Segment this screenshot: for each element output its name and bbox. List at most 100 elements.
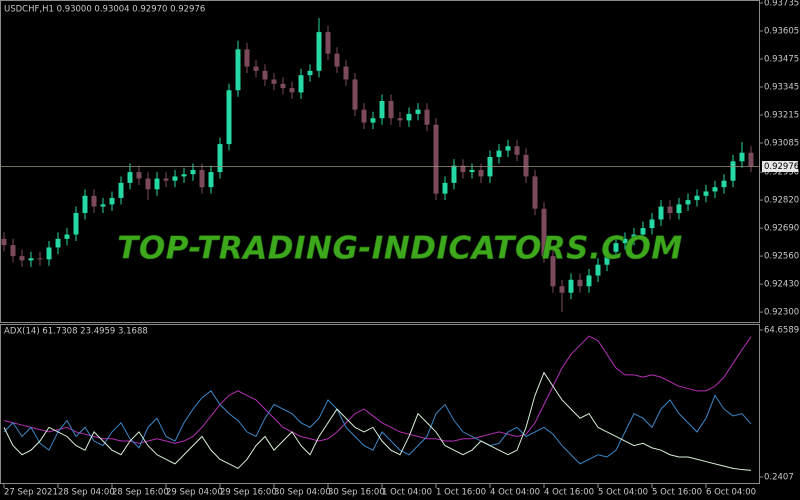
- candle-body: [253, 66, 259, 71]
- candle-body: [154, 178, 160, 190]
- x-tick-label: 6 Oct 04:00: [706, 488, 756, 498]
- x-tick-label: 28 Sep 04:00: [58, 488, 115, 498]
- indicator-header: ADX(14) 61.7308 23.4959 3.1688: [4, 327, 148, 337]
- candle-body: [109, 197, 115, 205]
- candle-body: [460, 165, 466, 173]
- candle-body: [361, 109, 367, 123]
- candle-body: [613, 243, 619, 252]
- candle-body: [100, 204, 106, 207]
- candle-body: [1, 238, 7, 246]
- candle-body: [226, 90, 232, 145]
- candle-body: [514, 146, 520, 155]
- candle-body: [37, 258, 43, 260]
- candle-body: [532, 176, 538, 209]
- candle-body: [325, 32, 331, 54]
- candle-body: [604, 251, 610, 265]
- candle-body: [559, 286, 565, 293]
- candle-body: [397, 118, 403, 121]
- y-tick-label: 0.93085: [764, 139, 799, 149]
- candle-body: [352, 79, 358, 110]
- indicator-line: [3, 390, 752, 465]
- x-tick-label: 29 Sep 04:00: [166, 488, 223, 498]
- candle-body: [667, 206, 673, 214]
- candle-body: [496, 150, 502, 158]
- candle-body: [442, 182, 448, 194]
- candle-body: [568, 279, 574, 293]
- x-tick-label: 30 Sep 04:00: [274, 488, 331, 498]
- candle-body: [739, 152, 745, 162]
- candle-body: [334, 53, 340, 67]
- candle-body: [118, 182, 124, 198]
- current-price-label: 0.92976: [764, 162, 799, 172]
- candle-body: [316, 32, 322, 71]
- x-tick-label: 1 Oct 04:00: [382, 488, 432, 498]
- symbol-header: USDCHF,H1 0.93000 0.93004 0.92970 0.9297…: [4, 5, 205, 15]
- candle-body: [595, 264, 601, 276]
- watermark: TOP-TRADING-INDICATORS.COM: [117, 231, 682, 267]
- candle-body: [46, 247, 52, 260]
- candle-body: [343, 66, 349, 80]
- y-tick-label: 0.93475: [764, 55, 799, 65]
- candle-body: [73, 213, 79, 235]
- x-tick-label: 29 Sep 16:00: [220, 488, 277, 498]
- candle-body: [469, 169, 475, 173]
- candle-body: [172, 176, 178, 181]
- candle-body: [433, 124, 439, 194]
- candle-body: [388, 101, 394, 119]
- candle-body: [415, 109, 421, 114]
- candle-body: [451, 165, 457, 183]
- indicator-line: [3, 371, 752, 471]
- candle-body: [523, 154, 529, 177]
- candle-body: [181, 174, 187, 177]
- candle-body: [658, 206, 664, 220]
- candle-body: [694, 195, 700, 201]
- candle-body: [379, 101, 385, 119]
- candle-body: [64, 234, 70, 239]
- y-tick-label: 0.92300: [764, 308, 799, 318]
- candle-body: [28, 258, 34, 261]
- x-tick-label: 1 Oct 16:00: [436, 488, 486, 498]
- x-tick-label: 4 Oct 16:00: [544, 488, 594, 498]
- y-tick-label: 64.6589: [764, 325, 799, 335]
- candle-body: [541, 208, 547, 257]
- y-tick-label: 0.92430: [764, 280, 799, 290]
- candle-body: [217, 144, 223, 173]
- candle-body: [550, 256, 556, 287]
- indicator-panel: [3, 335, 752, 471]
- candle-body: [199, 169, 205, 188]
- candle-body: [235, 49, 241, 91]
- y-tick-label: 0.92690: [764, 224, 799, 234]
- candle-body: [721, 180, 727, 188]
- y-tick-label: 0.93605: [764, 27, 799, 37]
- candle-body: [127, 172, 133, 183]
- main-panel-frame: [0, 0, 760, 323]
- candle-body: [145, 178, 151, 190]
- candle-body: [289, 88, 295, 93]
- candle-body: [685, 200, 691, 205]
- candle-body: [91, 195, 97, 207]
- candle-body: [640, 228, 646, 235]
- x-tick-label: 4 Oct 04:00: [490, 488, 540, 498]
- y-tick-label: 0.92820: [764, 196, 799, 206]
- candle-body: [163, 178, 169, 181]
- candle-body: [262, 70, 268, 80]
- candle-body: [577, 279, 583, 287]
- x-tick-label: 30 Sep 16:00: [328, 488, 385, 498]
- candle-body: [280, 83, 286, 89]
- candle-body: [406, 113, 412, 121]
- candle-body: [622, 238, 628, 244]
- candle-body: [703, 191, 709, 196]
- x-tick-label: 5 Oct 16:00: [652, 488, 702, 498]
- indicator-panel-frame: [0, 324, 760, 484]
- candle-body: [712, 187, 718, 192]
- candle-body: [190, 169, 196, 175]
- candle-body: [370, 118, 376, 123]
- y-tick-label: 0.93735: [764, 0, 799, 9]
- candle-body: [649, 219, 655, 229]
- candle-body: [505, 146, 511, 151]
- candle-body: [271, 79, 277, 84]
- x-tick-label: 28 Sep 16:00: [112, 488, 169, 498]
- candle-body: [676, 204, 682, 214]
- y-tick-label: 0.2407: [764, 472, 794, 482]
